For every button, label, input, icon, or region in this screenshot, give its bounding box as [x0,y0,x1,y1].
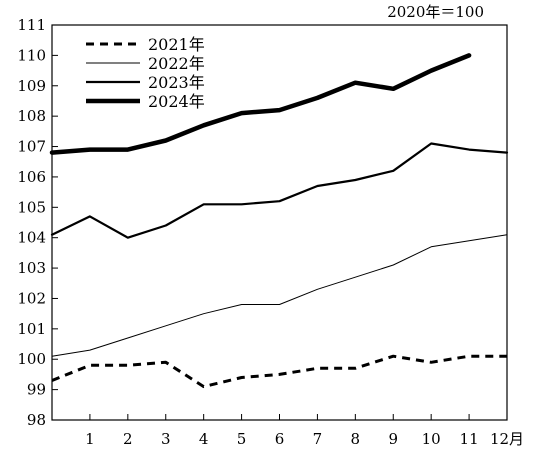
legend-label-4: 2024年 [148,92,205,111]
y-tick-label: 98 [27,411,46,429]
x-tick-label: 9 [388,430,398,448]
x-tick-label: 7 [313,430,323,448]
legend-label-2: 2022年 [148,54,205,73]
x-tick-label: 12月 [490,430,524,448]
y-tick-label: 107 [17,138,46,156]
plot-frame [51,24,508,421]
plot-frame-group: 9899100101102103104105106107108109110111… [17,16,524,448]
legend-label-3: 2023年 [148,73,205,92]
x-tick-label: 10 [422,430,441,448]
series-line-3 [50,142,509,239]
series-line-4 [49,53,472,155]
series-line-1 [51,354,507,389]
x-tick-label: 11 [460,430,479,448]
y-tick-label: 104 [17,229,46,247]
y-tick-label: 101 [17,320,46,338]
y-tick-label: 110 [17,46,46,64]
base-year-note: 2020年＝100 [387,3,484,21]
x-tick-label: 1 [85,430,95,448]
series-group [49,53,509,389]
y-tick-label: 99 [27,381,46,399]
y-tick-label: 100 [17,350,46,368]
series-line-2 [51,234,508,357]
x-tick-label: 6 [275,430,285,448]
legend-label-1: 2021年 [148,35,205,54]
x-tick-label: 8 [351,430,361,448]
y-tick-label: 108 [17,107,46,125]
x-tick-label: 3 [161,430,171,448]
x-tick-label: 5 [237,430,247,448]
y-tick-label: 106 [17,168,46,186]
y-tick-label: 105 [17,198,46,216]
x-tick-label: 2 [123,430,133,448]
y-tick-label: 102 [17,289,46,307]
y-tick-label: 111 [17,16,46,34]
x-tick-label: 4 [199,430,209,448]
y-tick-label: 103 [17,259,46,277]
y-tick-label: 109 [17,77,46,95]
